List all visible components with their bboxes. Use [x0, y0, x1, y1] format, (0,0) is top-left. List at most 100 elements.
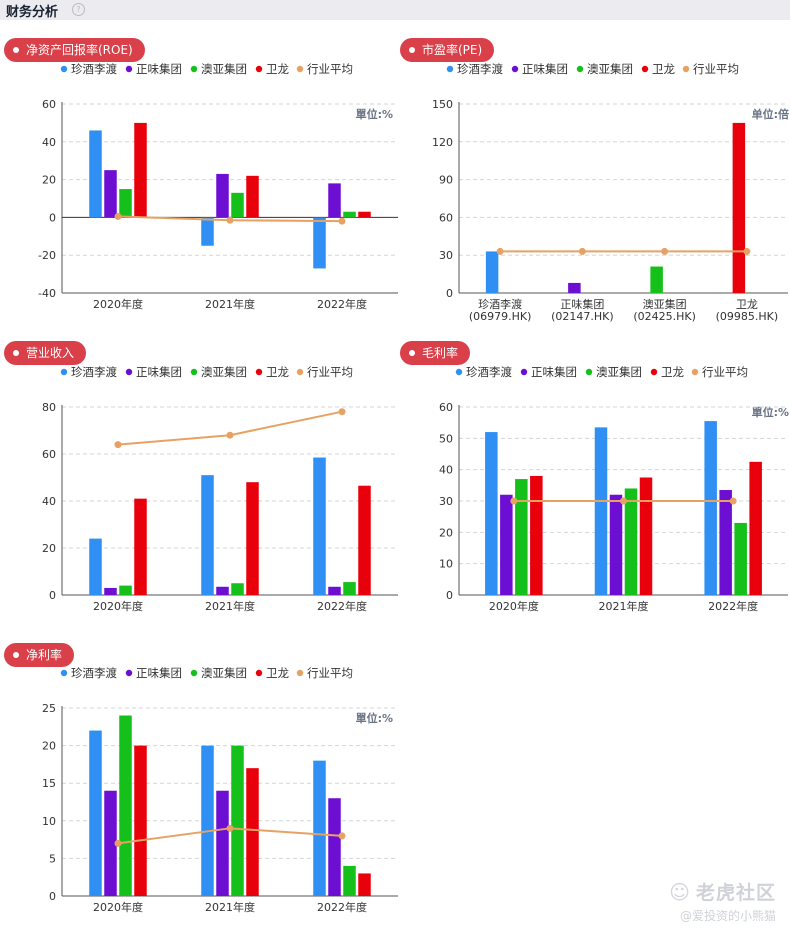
legend-label-澳亚集团: 澳亚集团: [587, 62, 633, 76]
watermark-brand: 老虎社区: [695, 882, 776, 904]
y-tick-label: 40: [42, 136, 56, 149]
x-tick-label: 2020年度: [489, 599, 539, 613]
y-tick-label: 30: [439, 249, 453, 262]
bar-正味集团-0: [104, 790, 117, 896]
legend-label-正味集团: 正味集团: [531, 365, 577, 379]
chart-panel-net-margin: 净利率 珍酒李渡 正味集团 澳亚集团 卫龙 行业平均 單位:% 0 5 10 15 20 25 2020…: [0, 643, 400, 923]
line-point-2: [729, 497, 737, 505]
legend-marker-卫龙: [255, 368, 263, 376]
bar-珍酒李渡-2: [704, 421, 717, 595]
bar-澳亚集团-1: [231, 192, 244, 218]
legend-marker-珍酒李渡: [60, 669, 68, 677]
x-tick-label: (09985.HK): [716, 310, 779, 323]
question-circle-icon[interactable]: ?: [72, 3, 85, 16]
legend-label-澳亚集团: 澳亚集团: [596, 365, 642, 379]
y-tick-label: -20: [38, 249, 56, 262]
line-point-0: [114, 441, 122, 449]
bar-卫龙-1: [246, 768, 259, 896]
y-tick-label: 90: [439, 174, 453, 187]
y-tick-label: 50: [439, 432, 453, 445]
legend-label-卫龙: 卫龙: [661, 365, 684, 379]
y-tick-label: 60: [439, 211, 453, 224]
legend-marker-澳亚集团: [190, 65, 198, 73]
bar-珍酒李渡-1: [201, 745, 214, 896]
legend-marker-行业平均: [296, 368, 304, 376]
legend-marker-行业平均: [296, 669, 304, 677]
y-tick-label: 20: [439, 526, 453, 539]
bar-珍酒李渡-0: [485, 432, 498, 595]
line-point-1: [620, 497, 627, 505]
chart-title-pill-revenue[interactable]: 营业收入: [4, 341, 87, 365]
x-tick-label: (06979.HK): [469, 310, 532, 323]
bar-澳亚集团-2: [343, 582, 356, 595]
chart-panel-gross-margin: 毛利率 珍酒李渡 正味集团 澳亚集团 卫龙 行业平均 單位:% 0 10 20 30 40 50 60 2…: [395, 341, 790, 621]
legend-marker-行业平均: [682, 65, 690, 73]
watermark-user: @爱投资的小熊猫: [679, 909, 776, 923]
chart-svg-revenue: 珍酒李渡 正味集团 澳亚集团 卫龙 行业平均 0 20 40 60 80 2020年度 2021年度 2…: [42, 365, 398, 613]
legend-label-行业平均: 行业平均: [702, 365, 748, 379]
bar-澳亚集团-2: [734, 522, 747, 595]
legend-marker-澳亚集团: [576, 65, 584, 73]
bar-卫龙-1: [246, 482, 259, 595]
bar-澳亚集团-0: [515, 479, 528, 595]
unit-label: 單位:%: [752, 405, 789, 419]
y-tick-label: -40: [38, 287, 56, 300]
bar-卫龙-3: [732, 122, 746, 294]
legend-marker-卫龙: [255, 65, 263, 73]
line-point-0: [510, 497, 518, 505]
legend-label-正味集团: 正味集团: [136, 666, 182, 680]
y-tick-label: 10: [439, 558, 453, 571]
bar-珍酒李渡-2: [313, 760, 326, 896]
legend-label-行业平均: 行业平均: [693, 62, 739, 76]
legend-marker-澳亚集团: [190, 669, 198, 677]
bar-卫龙-2: [749, 461, 762, 595]
bar-珍酒李渡-0: [485, 251, 499, 293]
legend-marker-珍酒李渡: [60, 65, 68, 73]
bar-卫龙-1: [246, 175, 259, 218]
x-tick-label: (02147.HK): [551, 310, 614, 323]
line-point-2: [338, 217, 346, 225]
legend-marker-正味集团: [125, 669, 133, 677]
chart-title-pill-pe[interactable]: 市盈率(PE): [400, 38, 495, 62]
y-tick-label: 40: [42, 495, 56, 508]
x-tick-label: 2022年度: [708, 599, 758, 613]
y-tick-label: 30: [439, 495, 453, 508]
legend-label-卫龙: 卫龙: [652, 62, 675, 76]
y-tick-label: 20: [42, 740, 56, 753]
chart-title-pill-net-margin[interactable]: 净利率: [4, 643, 75, 667]
bar-卫龙-2: [358, 211, 371, 218]
line-point-2: [338, 832, 346, 840]
legend-marker-行业平均: [296, 65, 304, 73]
bar-正味集团-1: [216, 173, 229, 218]
legend-marker-正味集团: [125, 368, 133, 376]
chart-title-pill-roe[interactable]: 净资产回报率(ROE): [4, 38, 145, 62]
legend-label-珍酒李渡: 珍酒李渡: [457, 62, 503, 76]
y-tick-label: 20: [42, 542, 56, 555]
bar-珍酒李渡-2: [313, 457, 326, 595]
legend-marker-澳亚集团: [585, 368, 593, 376]
x-tick-label: 2020年度: [93, 297, 143, 311]
bar-正味集团-0: [500, 494, 513, 595]
bar-澳亚集团-1: [624, 488, 638, 595]
chart-panel-pe: 市盈率(PE) 珍酒李渡 正味集团 澳亚集团 卫龙 行业平均 单位:倍 0 30 60 90 120…: [395, 38, 790, 328]
legend-marker-珍酒李渡: [60, 368, 68, 376]
bar-珍酒李渡-1: [594, 427, 608, 595]
unit-label: 單位:%: [356, 711, 393, 725]
unit-label: 单位:倍: [752, 107, 789, 121]
bar-正味集团-1: [216, 586, 229, 595]
legend-label-正味集团: 正味集团: [136, 62, 182, 76]
chart-title-pill-gross-margin[interactable]: 毛利率: [400, 341, 471, 365]
legend-marker-正味集团: [520, 368, 528, 376]
bar-珍酒李渡-0: [89, 538, 102, 595]
watermark: ☺ 老虎社区 @爱投资的小熊猫: [669, 878, 776, 924]
bar-珍酒李渡-1: [201, 217, 214, 246]
line-point-0: [114, 839, 122, 847]
x-tick-label: 珍酒李渡: [478, 297, 522, 311]
bar-珍酒李渡-0: [89, 730, 102, 896]
x-tick-label: 2022年度: [317, 297, 367, 311]
bar-卫龙-2: [358, 485, 371, 595]
legend-label-澳亚集团: 澳亚集团: [201, 666, 247, 680]
section-title: 财务分析: [6, 5, 59, 20]
